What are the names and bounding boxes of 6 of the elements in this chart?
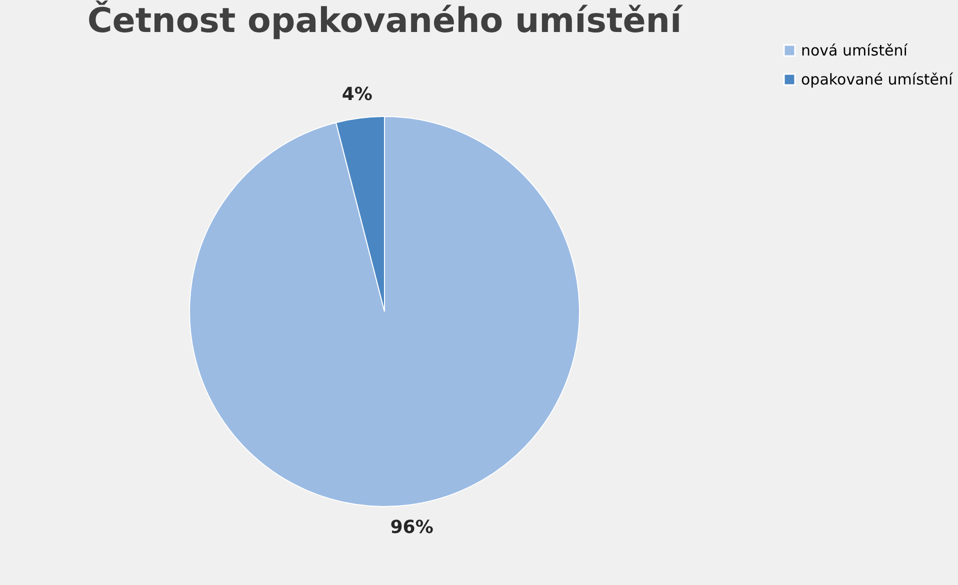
legend-label: opakované umístění [801,70,954,88]
data-label: 96% [390,516,434,538]
legend-label: nová umístění [801,42,908,60]
data-label: 4% [342,84,372,106]
chart-title: Četnost opakovaného umístění [87,0,684,41]
pie-slice [189,116,580,507]
